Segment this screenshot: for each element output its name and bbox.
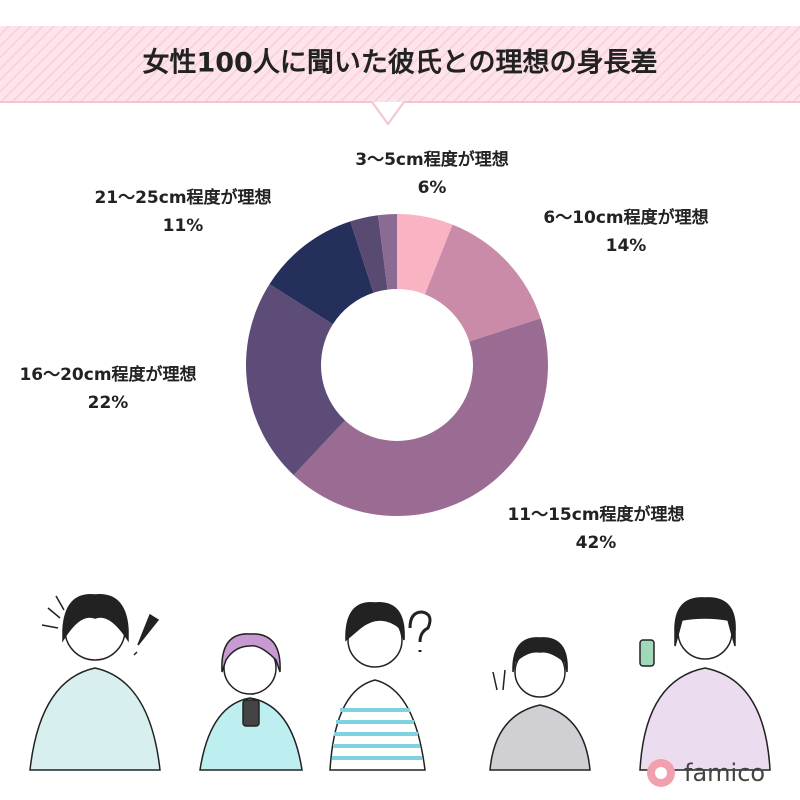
illustrations bbox=[29, 594, 771, 771]
slice-label: 6〜10cm程度が理想 bbox=[543, 207, 708, 228]
slice-value: 6% bbox=[418, 178, 447, 198]
slice-value: 22% bbox=[88, 393, 129, 413]
slice-label: 21〜25cm程度が理想 bbox=[94, 187, 271, 208]
slice-label: 16〜20cm程度が理想 bbox=[19, 364, 196, 385]
slice-value: 42% bbox=[576, 533, 617, 553]
slice-value: 11% bbox=[163, 216, 204, 236]
slice-value: 14% bbox=[606, 236, 647, 256]
person-5 bbox=[639, 597, 771, 771]
person-3 bbox=[329, 602, 432, 771]
slice-label: 3〜5cm程度が理想 bbox=[355, 149, 508, 170]
donut-slice bbox=[293, 318, 548, 516]
logo-text: famico bbox=[684, 759, 765, 787]
person-1 bbox=[29, 594, 161, 771]
donut-slice bbox=[424, 224, 541, 342]
person-4 bbox=[489, 637, 591, 771]
donut-slice bbox=[397, 214, 453, 295]
donut-slice bbox=[378, 214, 397, 290]
donut-slice bbox=[246, 284, 345, 476]
title-banner: 女性100人に聞いた彼氏との理想の身長差 bbox=[0, 26, 800, 126]
logo: famico bbox=[647, 759, 765, 787]
donut bbox=[246, 214, 548, 516]
chart-title: 女性100人に聞いた彼氏との理想の身長差 bbox=[142, 47, 657, 79]
slice-label: 11〜15cm程度が理想 bbox=[507, 504, 684, 525]
donut-slice bbox=[350, 215, 388, 293]
labels: 3〜5cm程度が理想 6% 6〜10cm程度が理想 14% 11〜15cm程度が理想 42… bbox=[19, 149, 708, 553]
person-2 bbox=[199, 633, 303, 771]
donut-slice bbox=[269, 221, 374, 325]
